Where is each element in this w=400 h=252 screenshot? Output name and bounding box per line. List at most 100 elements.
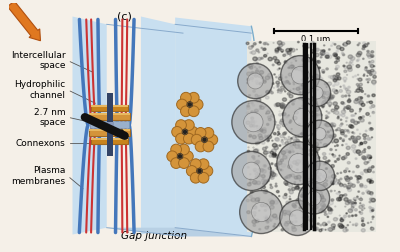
Ellipse shape (314, 187, 319, 191)
Ellipse shape (280, 105, 285, 109)
Ellipse shape (250, 77, 254, 80)
Ellipse shape (302, 58, 306, 62)
Ellipse shape (264, 209, 266, 211)
Ellipse shape (266, 123, 269, 125)
Ellipse shape (323, 101, 326, 103)
Ellipse shape (338, 198, 342, 201)
Ellipse shape (284, 138, 287, 140)
Ellipse shape (253, 43, 256, 45)
Ellipse shape (260, 204, 264, 207)
Ellipse shape (307, 191, 321, 205)
Ellipse shape (256, 68, 257, 69)
Ellipse shape (343, 184, 346, 187)
Ellipse shape (372, 210, 374, 211)
Text: Intercellular
space: Intercellular space (11, 51, 66, 70)
Ellipse shape (277, 125, 281, 128)
Ellipse shape (369, 160, 370, 161)
Ellipse shape (320, 194, 324, 198)
Ellipse shape (304, 199, 306, 200)
Ellipse shape (327, 206, 329, 208)
Ellipse shape (265, 217, 268, 219)
Ellipse shape (266, 221, 269, 223)
Ellipse shape (357, 59, 360, 60)
Ellipse shape (288, 82, 289, 83)
Ellipse shape (328, 82, 332, 85)
Ellipse shape (284, 89, 285, 90)
Ellipse shape (367, 179, 371, 182)
Ellipse shape (300, 160, 302, 162)
Ellipse shape (349, 95, 350, 96)
Ellipse shape (291, 131, 292, 132)
Ellipse shape (281, 169, 283, 171)
Ellipse shape (310, 57, 312, 58)
Ellipse shape (276, 145, 278, 146)
Ellipse shape (274, 146, 278, 150)
Ellipse shape (312, 63, 314, 64)
Ellipse shape (306, 54, 309, 56)
Ellipse shape (342, 226, 344, 228)
Ellipse shape (320, 57, 321, 58)
Ellipse shape (311, 134, 313, 136)
Ellipse shape (333, 79, 337, 82)
Ellipse shape (188, 106, 199, 117)
Ellipse shape (318, 178, 321, 180)
Ellipse shape (309, 218, 313, 222)
Ellipse shape (303, 82, 306, 84)
Ellipse shape (258, 74, 262, 77)
Ellipse shape (244, 112, 263, 132)
Ellipse shape (322, 96, 325, 99)
Ellipse shape (279, 91, 282, 93)
Ellipse shape (319, 168, 320, 169)
Ellipse shape (317, 108, 319, 109)
Ellipse shape (298, 97, 301, 100)
Ellipse shape (253, 216, 254, 217)
Ellipse shape (256, 160, 259, 163)
Ellipse shape (246, 106, 250, 109)
Ellipse shape (306, 142, 310, 145)
Ellipse shape (262, 170, 266, 173)
Ellipse shape (316, 164, 319, 167)
Ellipse shape (270, 205, 274, 209)
Ellipse shape (293, 151, 294, 152)
Ellipse shape (306, 133, 308, 135)
Ellipse shape (370, 198, 372, 200)
Ellipse shape (345, 227, 346, 228)
Ellipse shape (304, 177, 306, 178)
Ellipse shape (357, 181, 359, 183)
Ellipse shape (339, 114, 342, 116)
Ellipse shape (275, 48, 279, 51)
Ellipse shape (278, 226, 280, 227)
Ellipse shape (330, 76, 334, 79)
Ellipse shape (321, 203, 325, 207)
Ellipse shape (251, 51, 256, 54)
Ellipse shape (352, 224, 354, 226)
Ellipse shape (360, 117, 362, 118)
Ellipse shape (276, 138, 280, 141)
Ellipse shape (274, 164, 278, 166)
Ellipse shape (370, 180, 374, 183)
Ellipse shape (353, 132, 355, 134)
Ellipse shape (359, 43, 360, 44)
Ellipse shape (289, 151, 291, 153)
Ellipse shape (319, 67, 320, 68)
Ellipse shape (350, 57, 355, 60)
Ellipse shape (277, 69, 279, 70)
Ellipse shape (272, 153, 276, 157)
Ellipse shape (331, 123, 336, 127)
Ellipse shape (274, 121, 276, 122)
Ellipse shape (365, 67, 367, 69)
Ellipse shape (277, 104, 279, 106)
Ellipse shape (266, 219, 267, 221)
Ellipse shape (350, 183, 353, 186)
Ellipse shape (180, 106, 191, 117)
Ellipse shape (334, 181, 338, 184)
Ellipse shape (273, 56, 277, 60)
Ellipse shape (314, 165, 318, 168)
Ellipse shape (294, 111, 298, 114)
Ellipse shape (290, 55, 292, 56)
Ellipse shape (360, 133, 361, 134)
Ellipse shape (261, 104, 262, 105)
Ellipse shape (357, 78, 358, 79)
Ellipse shape (307, 167, 309, 169)
Ellipse shape (287, 154, 288, 156)
